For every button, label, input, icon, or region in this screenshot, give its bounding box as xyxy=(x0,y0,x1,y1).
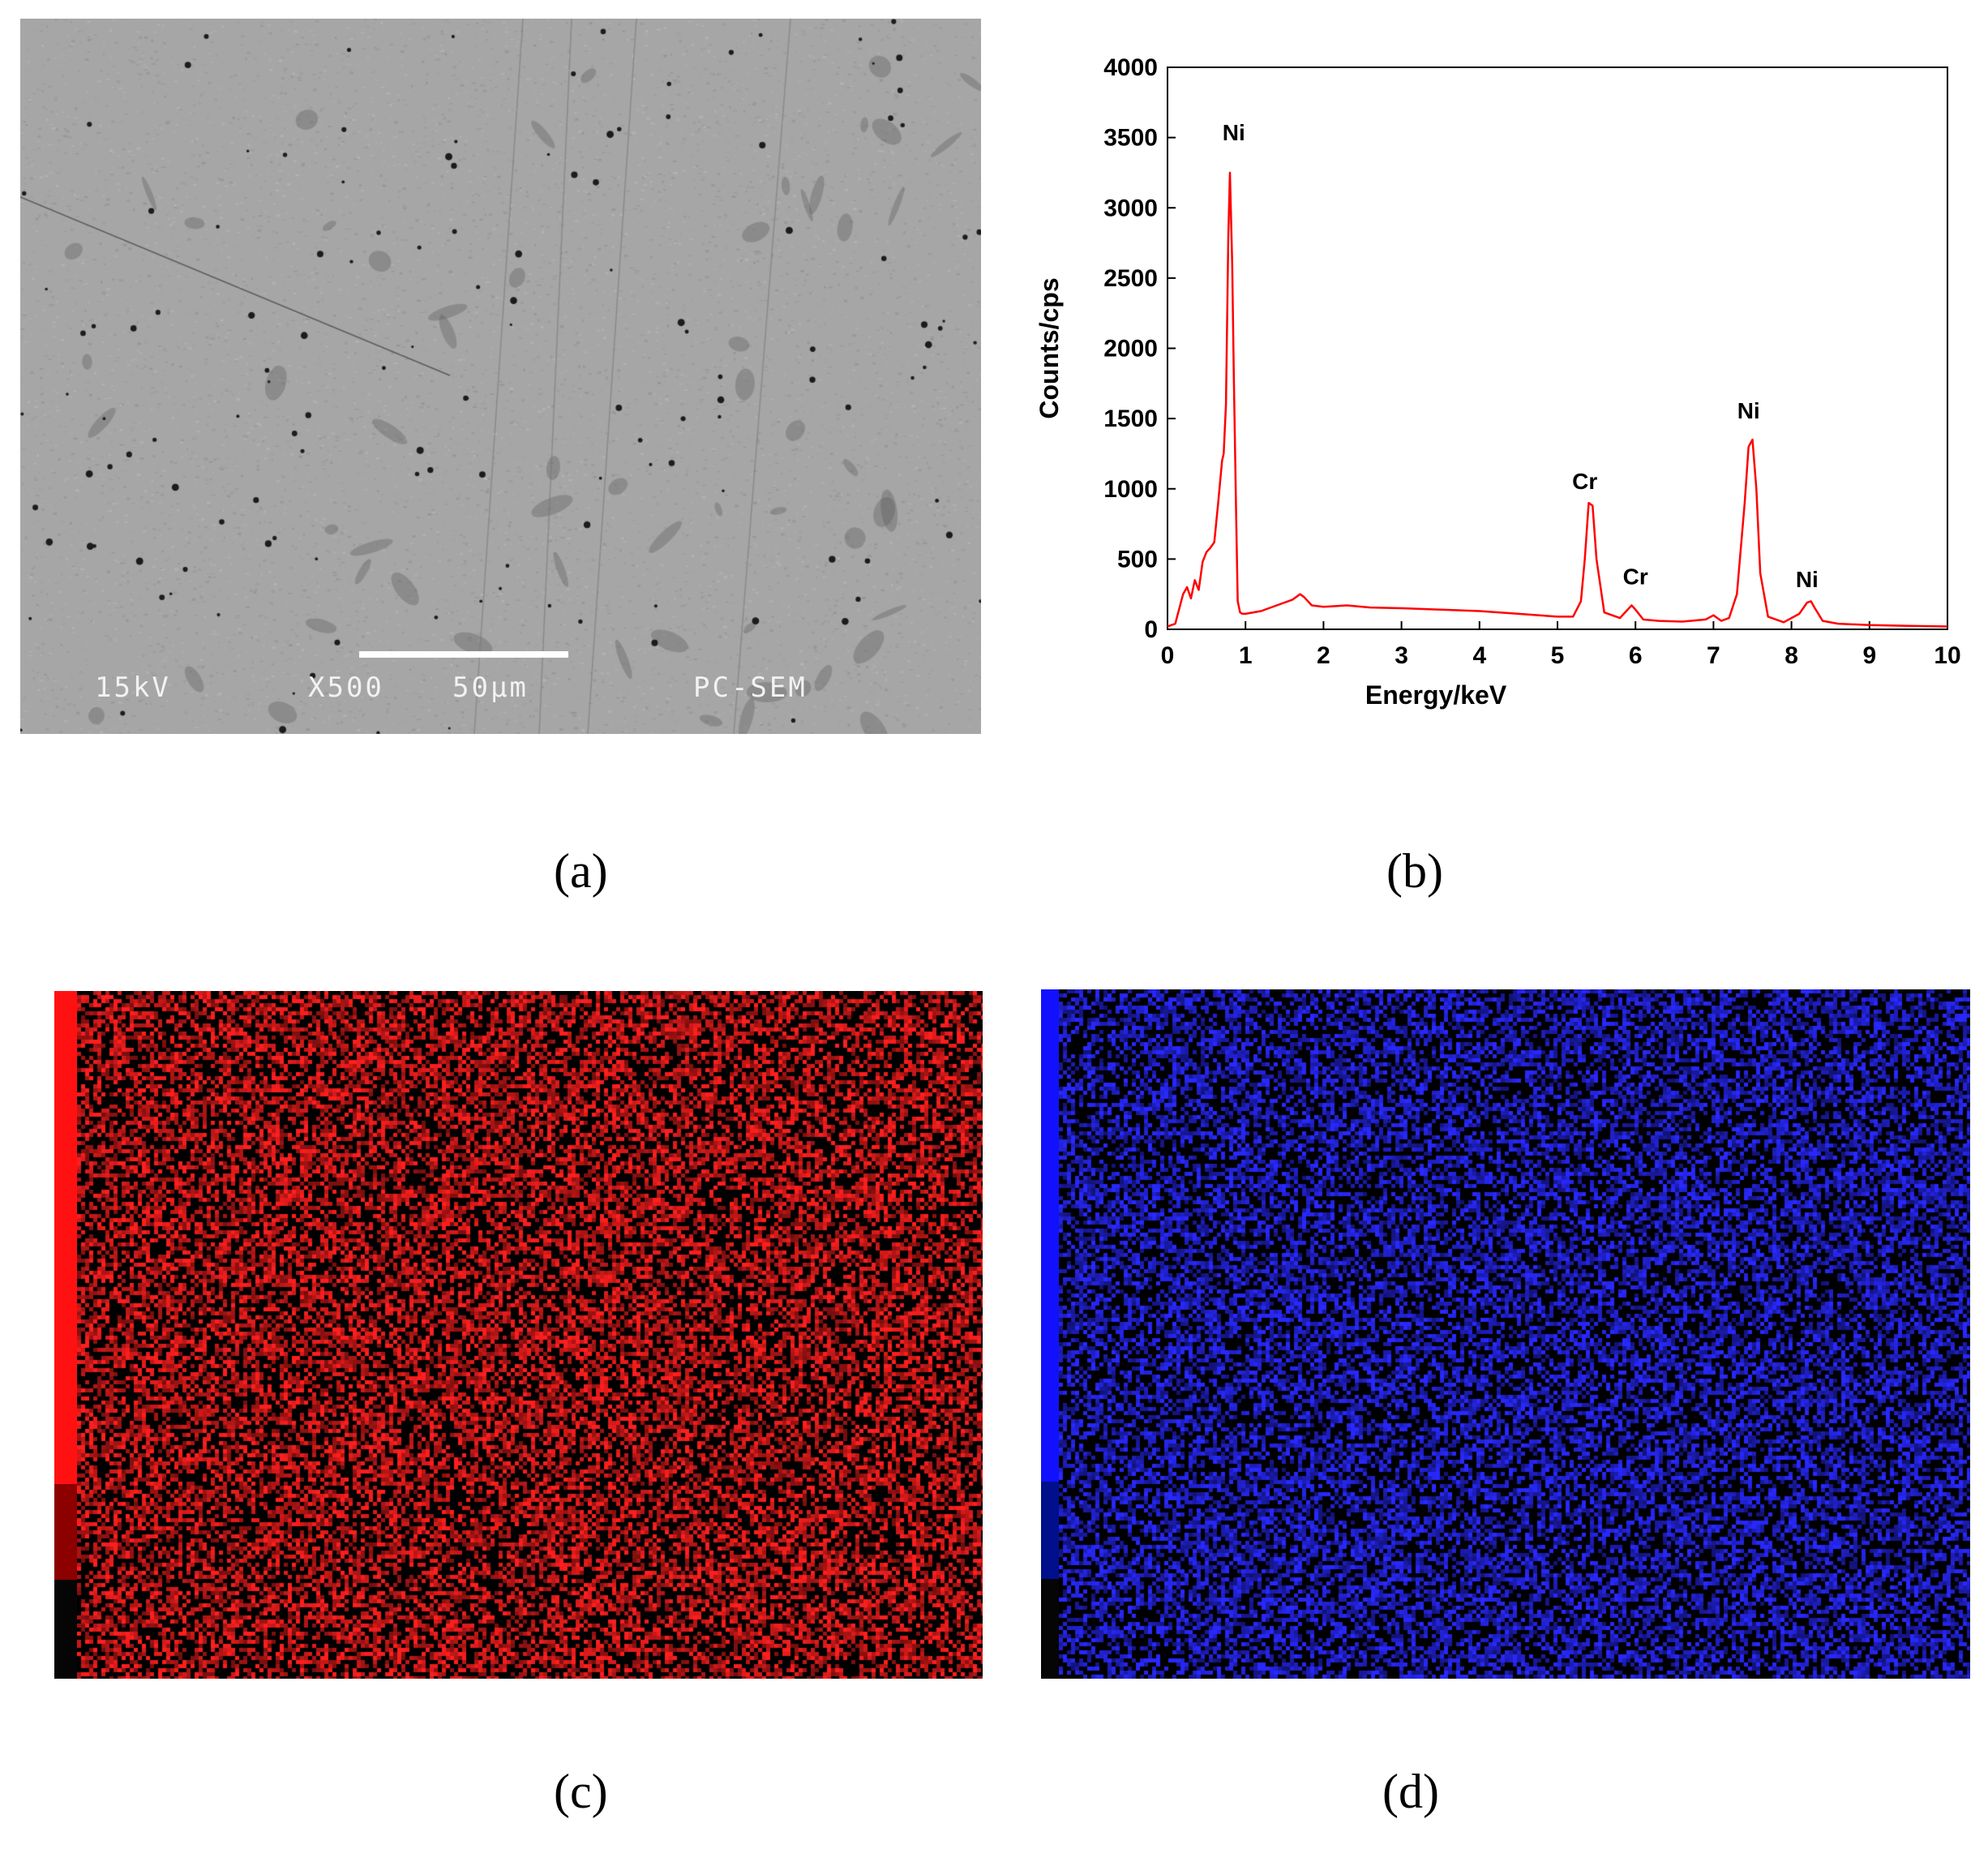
sem-image xyxy=(20,19,981,734)
x-tick-label: 9 xyxy=(1862,642,1876,669)
x-tick-label: 1 xyxy=(1239,642,1253,669)
x-tick-label: 3 xyxy=(1395,642,1408,669)
intensity-scale-high xyxy=(1041,989,1059,1482)
sem-magnification: X500 xyxy=(308,671,384,704)
sem-micrograph: 15kV X500 50μm PC-SEM xyxy=(20,19,981,734)
peak-label: Ni xyxy=(1737,398,1760,423)
panel-label-a: (a) xyxy=(554,844,608,898)
intensity-scale-high xyxy=(54,991,77,1484)
intensity-scale-low xyxy=(54,1580,77,1679)
peak-label: Ni xyxy=(1223,120,1245,145)
x-tick-label: 2 xyxy=(1317,642,1330,669)
panel-label-d: (d) xyxy=(1382,1765,1439,1818)
sem-instrument: PC-SEM xyxy=(693,671,808,704)
peak-label: Cr xyxy=(1572,469,1597,494)
intensity-scale-low xyxy=(1041,1579,1059,1679)
plot-frame xyxy=(1167,66,1948,630)
y-tick-label: 3500 xyxy=(1103,125,1158,152)
y-tick-label: 0 xyxy=(1144,616,1158,643)
intensity-scale-mid xyxy=(54,1484,77,1580)
spectrum-line xyxy=(1167,171,1948,628)
element-map-blue xyxy=(1041,989,1970,1679)
y-tick-label: 1000 xyxy=(1103,476,1158,503)
y-tick-label: 4000 xyxy=(1103,54,1158,81)
x-tick-label: 5 xyxy=(1551,642,1565,669)
map-d-image xyxy=(1041,989,1970,1679)
x-tick-label: 10 xyxy=(1934,642,1960,669)
map-c-image xyxy=(54,991,983,1679)
intensity-scale-mid xyxy=(1041,1482,1059,1579)
x-axis-label: Energy/keV xyxy=(1365,680,1507,710)
peak-label: Ni xyxy=(1796,567,1819,592)
y-tick-label: 2500 xyxy=(1103,265,1158,292)
y-tick-label: 2000 xyxy=(1103,336,1158,363)
y-axis-label: Counts/cps xyxy=(1035,277,1064,418)
x-tick-label: 4 xyxy=(1472,642,1486,669)
sem-voltage: 15kV xyxy=(95,671,171,704)
scale-bar xyxy=(359,651,568,658)
panel-label-b: (b) xyxy=(1386,844,1443,898)
x-tick-label: 8 xyxy=(1784,642,1798,669)
x-tick-label: 0 xyxy=(1161,642,1175,669)
eds-spectrum-chart: 0 1 2 3 4 5 6 7 8 9 10 0 500 1000 1500 2000 2500 3000 3500… xyxy=(1035,54,1961,710)
y-tick-label: 3000 xyxy=(1103,195,1158,221)
sem-scale-label: 50μm xyxy=(452,671,529,704)
panel-label-c: (c) xyxy=(554,1765,608,1818)
x-tick-label: 6 xyxy=(1629,642,1643,669)
y-tick-label: 1500 xyxy=(1103,405,1158,432)
x-tick-label: 7 xyxy=(1707,642,1720,669)
y-tick-label: 500 xyxy=(1117,546,1158,573)
peak-label: Cr xyxy=(1623,564,1648,590)
element-map-red xyxy=(54,991,983,1679)
